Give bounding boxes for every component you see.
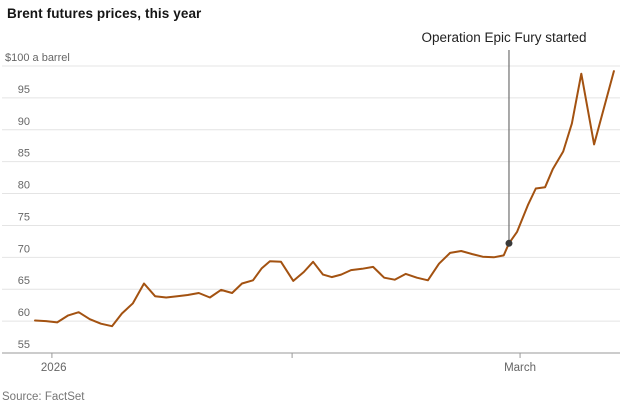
y-tick-label: 85	[18, 148, 30, 160]
y-tick-label: 80	[18, 180, 30, 192]
source-note: Source: FactSet	[2, 391, 85, 403]
y-tick-label: 75	[18, 211, 30, 223]
price-line	[34, 70, 615, 328]
annotation-marker-dot	[505, 239, 513, 247]
y-tick-label: 70	[18, 243, 30, 255]
chart-title: Brent futures prices, this year	[7, 6, 202, 21]
y-tick-label: 90	[18, 116, 30, 128]
annotation-label: Operation Epic Fury started	[421, 30, 586, 45]
y-tick-label: 60	[18, 307, 30, 319]
x-tick-label: March	[504, 362, 536, 374]
x-tick-label: 2026	[41, 362, 67, 374]
y-tick-label: 55	[18, 339, 30, 351]
y-tick-label: 95	[18, 84, 30, 96]
y-axis-unit-label: $100 a barrel	[5, 52, 70, 64]
y-tick-label: 65	[18, 275, 30, 287]
